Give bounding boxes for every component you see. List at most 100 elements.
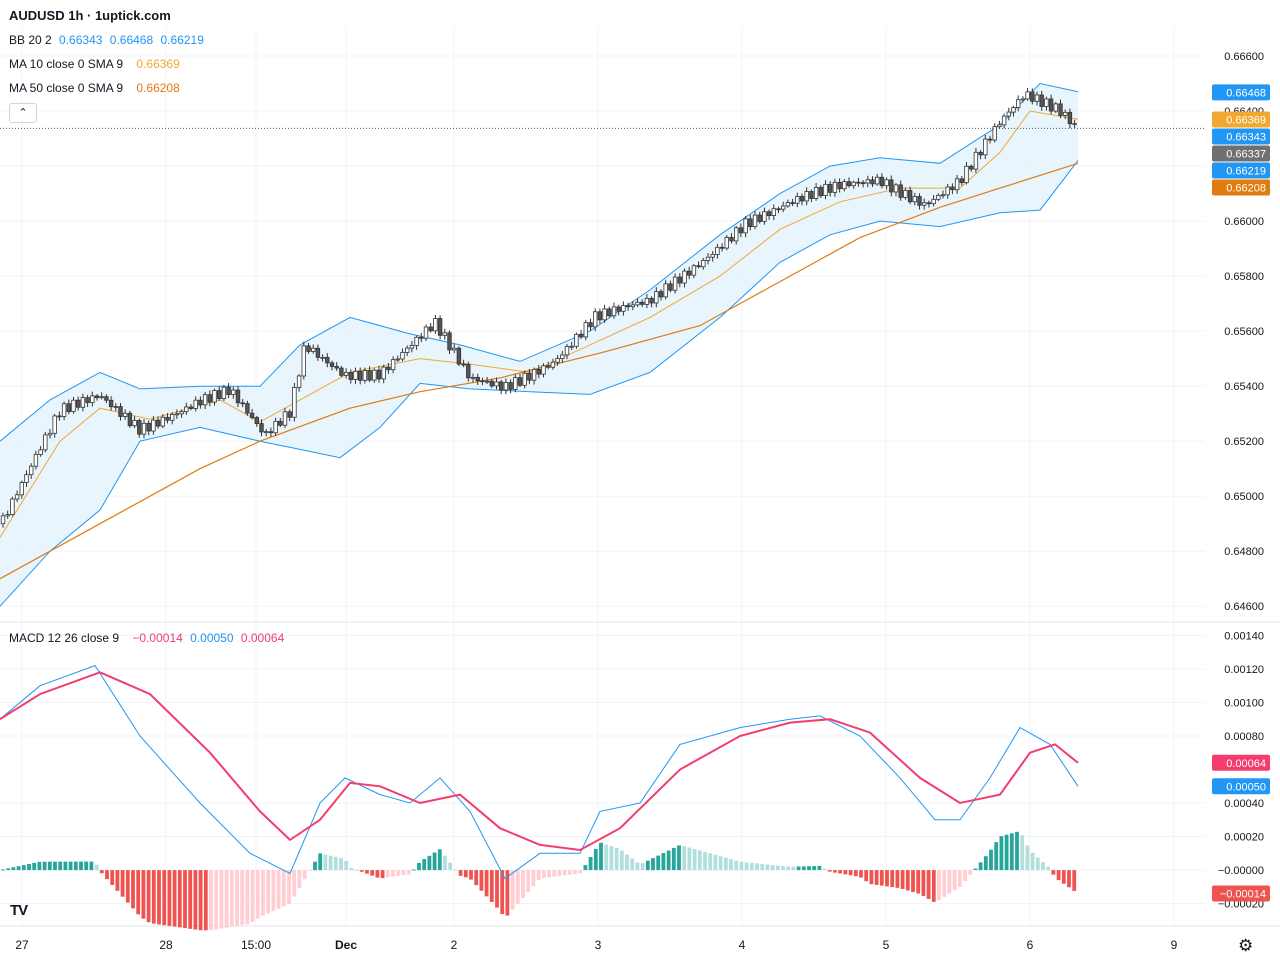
candle-body bbox=[1006, 111, 1011, 117]
candle-body bbox=[249, 412, 255, 418]
candle-body bbox=[5, 514, 10, 517]
candle-body bbox=[212, 390, 217, 403]
macd-histogram-bar bbox=[42, 861, 47, 871]
candle bbox=[216, 386, 222, 401]
macd-histogram-bar bbox=[583, 865, 588, 871]
macd-histogram-bar bbox=[47, 861, 52, 871]
macd-histogram-bar bbox=[703, 851, 707, 871]
candle bbox=[226, 383, 231, 399]
candle-body bbox=[66, 403, 71, 413]
candle-body bbox=[94, 395, 100, 399]
bb-legend[interactable]: BB 20 2 0.66343 0.66468 0.66219 bbox=[9, 33, 208, 47]
time-tick-label: 9 bbox=[1171, 938, 1178, 952]
macd-histogram-bar bbox=[775, 865, 780, 871]
candle-body bbox=[353, 370, 358, 380]
candle-body bbox=[372, 369, 377, 381]
candle bbox=[104, 394, 109, 404]
candle-body bbox=[498, 381, 504, 391]
candle-body bbox=[541, 365, 546, 375]
candle bbox=[992, 123, 997, 143]
macd-histogram-bar bbox=[172, 870, 177, 927]
macd-histogram-bar bbox=[479, 870, 484, 891]
macd-histogram-bar bbox=[609, 846, 614, 871]
macd-histogram-bar bbox=[593, 848, 598, 871]
candle-body bbox=[757, 214, 762, 222]
macd-histogram-bar bbox=[723, 857, 728, 871]
gear-icon[interactable]: ⚙ bbox=[1238, 936, 1254, 955]
candle bbox=[235, 386, 241, 408]
macd-histogram-bar bbox=[879, 870, 884, 886]
macd-histogram-bar bbox=[500, 870, 505, 915]
candle-body bbox=[508, 382, 513, 390]
macd-histogram-bar bbox=[869, 870, 874, 885]
candle-body bbox=[917, 196, 922, 206]
candle bbox=[818, 185, 823, 199]
macd-histogram-bar bbox=[781, 866, 785, 871]
macd-histogram-bar bbox=[380, 870, 385, 879]
candle-body bbox=[226, 386, 231, 395]
time-tick-label: 2 bbox=[451, 938, 458, 952]
macd-histogram-bar bbox=[905, 870, 910, 891]
macd-histogram-bar bbox=[937, 870, 941, 901]
tradingview-logo[interactable]: TV bbox=[10, 902, 28, 919]
price-badge-bg bbox=[1212, 128, 1270, 145]
macd-badge-text: −0.00014 bbox=[1220, 889, 1266, 901]
macd-histogram-bar bbox=[427, 855, 432, 871]
candle bbox=[569, 341, 574, 351]
ma50-legend[interactable]: MA 50 close 0 SMA 9 0.66208 bbox=[9, 81, 184, 95]
macd-histogram-bar bbox=[916, 870, 921, 894]
candle bbox=[249, 408, 255, 420]
candle bbox=[781, 201, 786, 213]
ma10-legend[interactable]: MA 10 close 0 SMA 9 0.66369 bbox=[9, 57, 184, 71]
candle-body bbox=[1011, 107, 1016, 113]
macd-histogram-bar bbox=[640, 863, 645, 871]
macd-histogram-bar bbox=[229, 870, 234, 927]
candle bbox=[752, 211, 758, 230]
macd-legend[interactable]: MACD 12 26 close 9 −0.00014 0.00050 0.00… bbox=[9, 631, 288, 645]
candle-body bbox=[663, 283, 668, 298]
macd-histogram-bar bbox=[796, 866, 801, 871]
collapse-legend-button[interactable]: ⌃ bbox=[9, 103, 37, 123]
candle bbox=[687, 266, 692, 280]
candle-body bbox=[85, 397, 90, 403]
macd-histogram-bar bbox=[1072, 870, 1077, 891]
macd-histogram-bar bbox=[261, 870, 265, 916]
candle bbox=[466, 361, 471, 382]
macd-histogram-bar bbox=[739, 861, 744, 871]
candle-body bbox=[578, 333, 584, 338]
candle bbox=[108, 396, 114, 411]
candle-body bbox=[433, 318, 438, 332]
candle bbox=[870, 176, 875, 188]
price-badge-bg bbox=[1212, 145, 1270, 162]
candle bbox=[245, 400, 250, 416]
candle bbox=[372, 368, 377, 383]
price-badge: 0.66208 bbox=[1212, 179, 1270, 196]
macd-histogram-bar bbox=[874, 870, 879, 885]
candle bbox=[160, 414, 165, 429]
macd-histogram-bar bbox=[141, 870, 146, 919]
candle-body bbox=[404, 347, 410, 353]
macd-histogram-bar bbox=[822, 868, 827, 871]
candle-body bbox=[1025, 91, 1030, 100]
candle-body bbox=[574, 333, 579, 347]
candle-body bbox=[127, 412, 133, 427]
candle bbox=[969, 164, 974, 172]
candle-body bbox=[950, 186, 955, 191]
candle-body bbox=[1020, 98, 1026, 101]
candle-body bbox=[983, 138, 988, 156]
macd-histogram-bar bbox=[1051, 870, 1056, 875]
candle bbox=[137, 418, 142, 438]
macd-histogram-bar bbox=[978, 862, 983, 871]
candle bbox=[1048, 94, 1054, 115]
macd-histogram-bar bbox=[209, 870, 213, 931]
candle bbox=[494, 377, 499, 390]
price-tick-label: 0.66000 bbox=[1224, 216, 1264, 228]
macd-histogram-bar bbox=[370, 870, 375, 876]
macd-histogram-bar bbox=[770, 864, 775, 871]
candle-body bbox=[912, 196, 917, 203]
candle-body bbox=[193, 399, 198, 409]
candle-body bbox=[889, 179, 894, 193]
macd-histogram-bar bbox=[973, 868, 978, 871]
